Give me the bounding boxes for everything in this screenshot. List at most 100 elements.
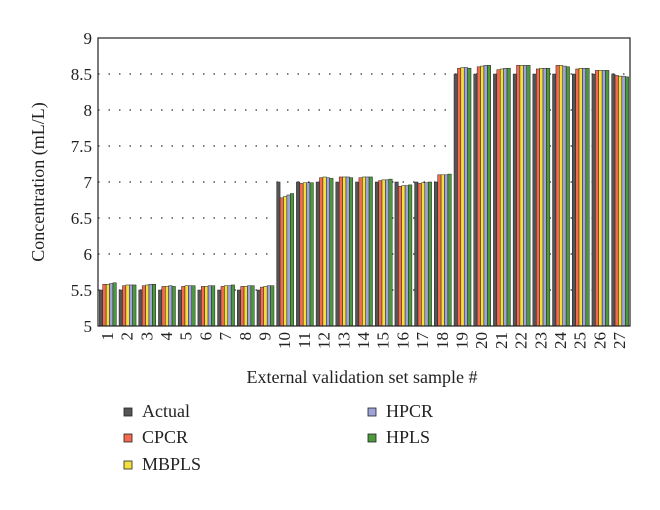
bar-actual-14 (355, 181, 360, 327)
x-tick-label: 9 (255, 332, 274, 341)
bar-hpls-11 (309, 182, 314, 327)
bar-actual-4 (158, 289, 163, 327)
bar-hpls-19 (467, 67, 472, 327)
bar-hpcr-2 (129, 284, 133, 327)
bar-actual-20 (473, 73, 478, 327)
bar-actual-21 (493, 73, 498, 327)
bar-hpls-13 (349, 177, 354, 327)
bar-mbpls-11 (302, 182, 307, 327)
bar-mbpls-20 (480, 65, 485, 327)
bar-hpls-5 (191, 285, 196, 327)
y-axis-title: Concentration (mL/L) (28, 102, 49, 261)
bar-cpcr-17 (417, 183, 422, 327)
bar-cpcr-26 (595, 70, 599, 327)
bar-hpcr-6 (207, 285, 212, 327)
bar-mbpls-16 (401, 185, 406, 327)
bar-hpcr-18 (444, 174, 449, 327)
bar-actual-9 (256, 289, 261, 327)
bar-hpls-27 (624, 76, 629, 327)
bar-actual-23 (532, 73, 537, 327)
bar-mbpls-10 (283, 196, 288, 327)
bar-mbpls-22 (519, 65, 524, 327)
bar-cpcr-8 (240, 286, 245, 327)
legend: Actual CPCR MBPLS HPCR HPLS (123, 401, 433, 474)
bar-hpls-18 (447, 173, 452, 327)
bar-actual-12 (315, 181, 320, 327)
bar-mbpls-23 (539, 67, 544, 327)
bar-cpcr-9 (260, 286, 265, 327)
y-tick-label: 8 (84, 101, 93, 120)
bar-hpls-12 (329, 178, 334, 327)
x-tick-label: 16 (393, 332, 412, 349)
bar-hpcr-17 (424, 182, 429, 327)
legend-swatch-hpls (367, 433, 377, 443)
bar-hpcr-3 (148, 283, 153, 327)
bars-group (99, 65, 629, 327)
bar-mbpls-7 (224, 285, 229, 327)
bar-mbpls-19 (460, 67, 465, 327)
plot-border (97, 37, 631, 327)
bar-mbpls-9 (263, 286, 268, 327)
x-tick-label: 12 (315, 332, 334, 349)
bar-actual-22 (512, 73, 517, 327)
y-tick-label: 5.5 (71, 281, 92, 300)
bar-mbpls-13 (342, 176, 347, 327)
bar-hpcr-19 (463, 67, 468, 327)
bar-mbpls-21 (499, 68, 504, 327)
bar-cpcr-14 (358, 177, 363, 327)
bar-cpcr-3 (141, 285, 146, 327)
bar-hpcr-23 (542, 67, 547, 327)
bar-mbpls-5 (184, 285, 189, 327)
bar-mbpls-2 (125, 284, 130, 327)
bar-mbpls-8 (243, 286, 248, 327)
bar-actual-2 (118, 289, 123, 327)
bar-hpcr-7 (227, 285, 232, 327)
bar-hpls-7 (230, 284, 235, 327)
bar-mbpls-15 (381, 179, 386, 327)
legend-label-hpcr: HPCR (386, 401, 433, 421)
x-tick-label: 13 (334, 332, 353, 349)
bar-hpcr-5 (188, 285, 193, 327)
bar-mbpls-3 (145, 284, 150, 327)
bar-hpls-6 (211, 285, 216, 327)
bar-hpls-20 (487, 65, 491, 327)
x-tick-label: 7 (216, 332, 235, 341)
legend-swatch-mbpls (123, 460, 133, 470)
bar-hpcr-22 (523, 65, 527, 327)
bar-hpcr-9 (266, 285, 271, 327)
bar-hpls-8 (250, 285, 255, 327)
bar-mbpls-25 (578, 67, 583, 327)
x-tick-label: 19 (453, 332, 472, 349)
x-tick-label: 2 (118, 332, 137, 341)
bar-mbpls-1 (105, 283, 110, 327)
bar-mbpls-14 (362, 176, 366, 327)
y-tick-label: 7 (84, 173, 93, 192)
bar-hpcr-15 (385, 179, 390, 327)
bar-cpcr-27 (614, 75, 619, 327)
bar-actual-24 (552, 73, 557, 327)
bar-mbpls-24 (559, 65, 563, 327)
bar-cpcr-21 (496, 69, 501, 327)
bar-hpls-1 (112, 282, 117, 327)
bar-actual-11 (296, 181, 301, 327)
bar-cpcr-22 (516, 65, 521, 327)
bar-mbpls-6 (204, 286, 209, 327)
bar-cpcr-2 (122, 285, 127, 327)
legend-swatch-hpcr (367, 407, 377, 417)
bar-hpls-25 (585, 67, 590, 327)
x-tick-label: 25 (571, 332, 590, 349)
bar-cpcr-11 (299, 183, 304, 327)
bar-cpcr-6 (201, 286, 205, 327)
bar-mbpls-17 (421, 182, 426, 327)
bar-hpls-24 (565, 66, 570, 327)
bar-hpcr-24 (562, 65, 567, 327)
bar-hpcr-14 (365, 176, 370, 327)
bar-hpcr-4 (168, 285, 173, 327)
x-tick-label: 24 (551, 332, 570, 350)
x-axis-title: External validation set sample # (247, 367, 478, 387)
x-tick-label: 21 (492, 332, 511, 349)
bar-hpls-15 (388, 178, 393, 327)
bar-mbpls-27 (618, 75, 623, 327)
y-tick-label: 7.5 (71, 137, 92, 156)
